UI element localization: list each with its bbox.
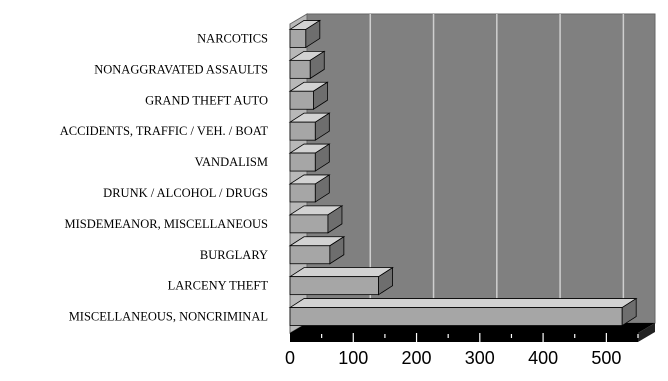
bar-front-face bbox=[289, 59, 311, 79]
bar-front-face bbox=[289, 152, 316, 172]
x-tick-label: 100 bbox=[338, 348, 368, 368]
bar-front-face bbox=[289, 276, 379, 296]
bar bbox=[288, 19, 322, 49]
bar-front-face bbox=[289, 183, 316, 203]
x-tick-label: 500 bbox=[591, 348, 621, 368]
bar bbox=[288, 266, 394, 296]
x-tick-label: 0 bbox=[285, 348, 295, 368]
bar-end-face bbox=[313, 81, 328, 110]
bar bbox=[288, 297, 638, 327]
bar-end-face bbox=[378, 266, 393, 296]
floor-front bbox=[290, 333, 638, 342]
bar-top-face bbox=[288, 267, 394, 278]
bar bbox=[288, 50, 326, 80]
category-label: BURGLARY bbox=[200, 248, 268, 262]
bar bbox=[288, 236, 346, 265]
bar-front-face bbox=[289, 29, 307, 48]
category-label: MISDEMEANOR, MISCELLANEOUS bbox=[65, 217, 269, 231]
bar-end-face bbox=[327, 205, 343, 234]
bar-end-face bbox=[621, 297, 637, 327]
bar bbox=[288, 205, 344, 234]
x-tick-label: 300 bbox=[465, 348, 495, 368]
bars bbox=[288, 19, 638, 327]
category-label: ACCIDENTS, TRAFFIC / VEH. / BOAT bbox=[60, 124, 269, 138]
bar bbox=[288, 112, 331, 141]
category-label: VANDALISM bbox=[195, 155, 268, 169]
category-label: NARCOTICS bbox=[197, 31, 268, 45]
bar-front-face bbox=[289, 90, 314, 110]
bar bbox=[288, 81, 329, 110]
bar-top-face bbox=[288, 298, 638, 308]
bar-end-face bbox=[314, 112, 330, 141]
category-label: DRUNK / ALCOHOL / DRUGS bbox=[103, 186, 268, 200]
category-label: LARCENY THEFT bbox=[168, 279, 269, 293]
floor-side bbox=[638, 323, 655, 342]
x-tick-label: 200 bbox=[402, 348, 432, 368]
bar-front-face bbox=[289, 245, 331, 265]
x-tick-label: 400 bbox=[528, 348, 558, 368]
category-labels: NARCOTICS NONAGGRAVATED ASSAULTS GRAND THE… bbox=[60, 31, 269, 323]
bar-front-face bbox=[289, 307, 623, 326]
bar-end-face bbox=[314, 143, 330, 172]
x-tick-labels: 0 100 200 300 400 500 bbox=[285, 348, 621, 368]
bar bbox=[288, 174, 331, 203]
bar-front-face bbox=[289, 121, 316, 141]
bar-end-face bbox=[314, 174, 330, 203]
bar-end-face bbox=[309, 50, 325, 80]
category-label: GRAND THEFT AUTO bbox=[145, 93, 268, 107]
category-label: MISCELLANEOUS, NONCRIMINAL bbox=[69, 310, 268, 324]
bar bbox=[288, 143, 331, 172]
bar-end-face bbox=[329, 236, 345, 265]
category-label: NONAGGRAVATED ASSAULTS bbox=[94, 62, 268, 76]
bar-end-face bbox=[305, 19, 321, 49]
bar-front-face bbox=[289, 214, 329, 234]
